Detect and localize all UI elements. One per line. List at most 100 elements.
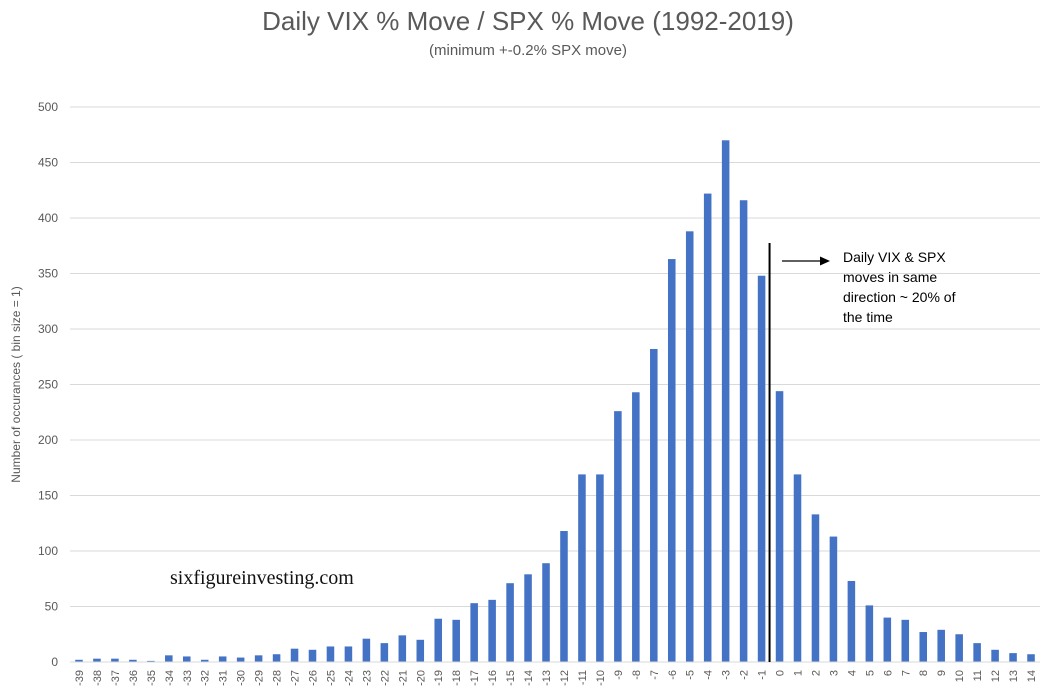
x-tick-label: 12 <box>990 670 1002 682</box>
x-tick-label: -36 <box>128 670 140 686</box>
bar <box>416 639 425 662</box>
chart-title: Daily VIX % Move / SPX % Move (1992-2019… <box>262 6 794 36</box>
x-tick-label: 14 <box>1026 670 1038 682</box>
x-tick-label: -4 <box>703 670 715 680</box>
x-tick-label: -24 <box>343 670 355 686</box>
y-tick-label: 300 <box>38 322 58 336</box>
x-tick-label: -26 <box>308 670 320 686</box>
x-tick-label: -35 <box>146 670 158 686</box>
x-tick-label: -22 <box>379 670 391 686</box>
bar <box>452 619 460 662</box>
bar <box>883 617 892 662</box>
y-tick-label: 150 <box>38 489 58 503</box>
x-tick-label: -2 <box>739 670 751 680</box>
bar <box>506 583 514 662</box>
x-tick-label: -28 <box>272 670 284 686</box>
y-tick-label: 400 <box>38 211 58 225</box>
x-tick-label: -34 <box>164 670 176 686</box>
x-tick-label: -11 <box>577 670 589 685</box>
bar <box>362 638 371 662</box>
x-tick-label: -15 <box>505 670 517 686</box>
x-tick-label: 0 <box>775 670 787 676</box>
bar <box>434 618 443 662</box>
watermark: sixfigureinvesting.com <box>170 567 354 589</box>
x-tick-label: -10 <box>595 670 607 686</box>
annotation-arrow-head <box>820 256 830 266</box>
bar <box>721 140 730 663</box>
bar <box>93 658 101 662</box>
y-tick-label: 50 <box>45 600 59 614</box>
bar <box>650 348 658 662</box>
x-tick-label: 2 <box>810 670 822 676</box>
x-tick-label: -6 <box>667 670 679 680</box>
x-tick-label: -16 <box>487 670 499 686</box>
bar <box>1009 653 1017 662</box>
y-tick-label: 100 <box>38 544 58 558</box>
x-tick-label: -39 <box>74 670 86 686</box>
x-tick-label: 10 <box>954 670 966 682</box>
bar <box>865 605 874 662</box>
bar <box>524 574 532 662</box>
x-tick-label: 8 <box>918 670 930 676</box>
bar <box>614 411 622 662</box>
bar <box>398 635 407 662</box>
bar <box>380 643 389 662</box>
chart-subtitle: (minimum +-0.2% SPX move) <box>429 42 627 59</box>
x-tick-label: -38 <box>92 670 104 686</box>
x-tick-label: -8 <box>631 670 643 680</box>
bar <box>111 658 119 662</box>
x-tick-label: -5 <box>685 670 697 680</box>
bar <box>182 656 191 662</box>
x-tick-label: -3 <box>721 670 733 680</box>
x-tick-label: -18 <box>451 670 463 686</box>
bar <box>578 474 586 662</box>
x-tick-label: 3 <box>828 670 840 676</box>
x-tick-label: -30 <box>236 670 248 686</box>
x-tick-label: -29 <box>254 670 266 686</box>
x-tick-label: -1 <box>757 670 769 680</box>
bar <box>326 646 335 662</box>
x-tick-label: -33 <box>182 670 194 686</box>
x-tick-label: 13 <box>1008 670 1020 682</box>
bar <box>685 231 694 662</box>
bar <box>703 193 712 662</box>
bar <box>667 259 676 662</box>
bar <box>272 654 281 662</box>
bar <box>290 648 299 662</box>
x-tick-label: 7 <box>900 670 912 676</box>
bar <box>973 643 981 662</box>
x-tick-label: -31 <box>218 670 230 686</box>
x-tick-label: -13 <box>541 670 553 686</box>
x-tick-label: -20 <box>415 670 427 686</box>
x-tick-label: -32 <box>200 670 212 686</box>
x-tick-label: 5 <box>864 670 876 676</box>
bar <box>488 599 496 662</box>
x-tick-label: -19 <box>433 670 445 686</box>
x-tick-label: 11 <box>972 670 984 681</box>
bar <box>542 563 550 662</box>
y-tick-label: 250 <box>38 378 58 392</box>
bar <box>129 659 137 662</box>
bar <box>200 659 209 662</box>
y-axis-title: Number of occurances ( bin size = 1) <box>9 286 23 482</box>
y-tick-label: 350 <box>38 267 58 281</box>
x-tick-label: -12 <box>559 670 571 686</box>
x-tick-label: -27 <box>290 670 302 686</box>
x-tick-label: -9 <box>613 670 625 680</box>
bar <box>470 603 478 662</box>
x-tick-label: 4 <box>846 670 858 676</box>
y-tick-label: 0 <box>51 655 58 669</box>
x-tick-label: -17 <box>469 670 481 686</box>
bar <box>147 660 155 662</box>
bar <box>739 200 748 663</box>
bar <box>991 649 999 662</box>
bar <box>560 531 568 662</box>
bar <box>1027 654 1035 662</box>
bar <box>793 474 802 662</box>
bar <box>757 275 766 662</box>
x-tick-label: -37 <box>110 670 122 686</box>
y-tick-label: 500 <box>38 100 58 114</box>
x-tick-label: -7 <box>649 670 661 680</box>
annotation-text: Daily VIX & SPX moves in same direction … <box>843 249 956 325</box>
bar <box>596 474 604 662</box>
